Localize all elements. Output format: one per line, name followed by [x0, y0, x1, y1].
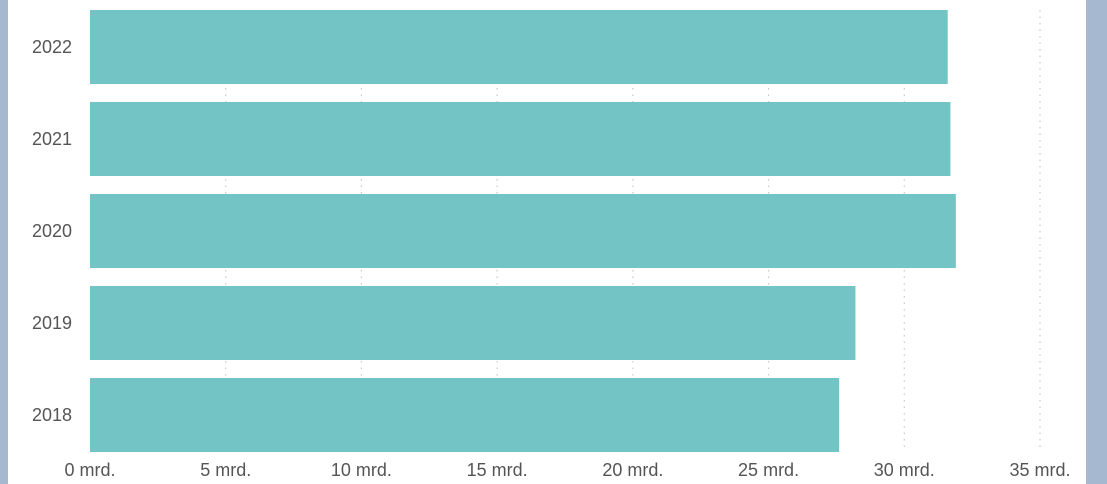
- category-label: 2020: [32, 221, 72, 241]
- x-tick-label: 5 mrd.: [200, 460, 251, 480]
- category-label: 2021: [32, 129, 72, 149]
- bar-2021[interactable]: [90, 102, 951, 176]
- category-label: 2018: [32, 405, 72, 425]
- x-tick-label: 10 mrd.: [331, 460, 392, 480]
- bar-2019[interactable]: [90, 286, 856, 360]
- category-label: 2019: [32, 313, 72, 333]
- bar-2018[interactable]: [90, 378, 840, 452]
- x-tick-label: 35 mrd.: [1009, 460, 1070, 480]
- label-layer: 0 mrd. 5 mrd. 10 mrd. 15 mrd. 20 mrd. 25 mrd.…: [32, 37, 1071, 480]
- bar-2020[interactable]: [90, 194, 956, 268]
- x-tick-label: 20 mrd.: [602, 460, 663, 480]
- bar-layer: [90, 10, 956, 452]
- x-tick-label: 15 mrd.: [467, 460, 528, 480]
- x-tick-label: 30 mrd.: [874, 460, 935, 480]
- x-tick-label: 25 mrd.: [738, 460, 799, 480]
- category-label: 2022: [32, 37, 72, 57]
- x-tick-label: 0 mrd.: [64, 460, 115, 480]
- bar-2022[interactable]: [90, 10, 948, 84]
